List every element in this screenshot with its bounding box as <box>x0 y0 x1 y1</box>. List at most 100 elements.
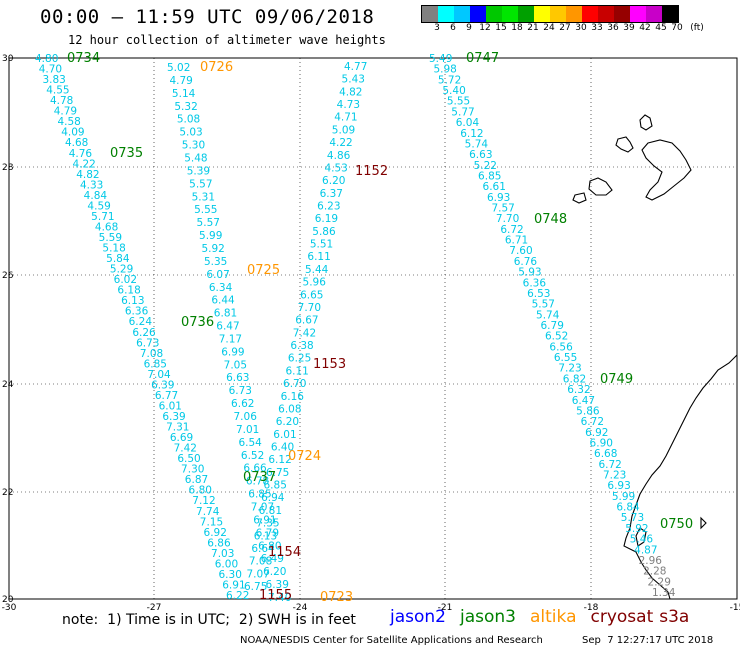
wave-height-value: 6.36 <box>523 277 547 289</box>
legend-label: 70 <box>671 23 683 33</box>
wave-height-value: 4.09 <box>61 127 84 139</box>
wave-height-value: 6.63 <box>226 372 249 384</box>
wave-height-value: 4.70 <box>39 64 62 76</box>
coastline <box>572 114 738 600</box>
wave-height-value: 5.74 <box>536 309 560 321</box>
wave-height-value: 6.24 <box>129 316 153 328</box>
wave-height-value: 4.80 <box>35 53 58 65</box>
wave-height-value: 7.08 <box>249 556 272 568</box>
wave-height-value: 7.74 <box>196 506 220 518</box>
pass-time-label: 0735 <box>110 146 143 161</box>
wave-height-value: 7.23 <box>558 363 581 375</box>
wave-height-value: 6.11 <box>307 251 330 263</box>
wave-height-value: 7.15 <box>200 516 223 528</box>
y-tick-label: 24 <box>2 380 14 390</box>
wave-height-value: 6.79 <box>256 527 279 539</box>
wave-height-value: 6.18 <box>117 285 140 297</box>
wave-height-value: 6.07 <box>206 269 229 281</box>
wave-height-value: 7.07 <box>246 568 269 580</box>
legend-label: 30 <box>575 23 587 33</box>
africa-coast-marker <box>700 516 707 530</box>
wave-height-value: 2.28 <box>643 566 666 578</box>
wave-height-value: 5.59 <box>99 232 122 244</box>
x-tick-label: -24 <box>293 603 308 610</box>
wave-height-value: 6.39 <box>162 411 185 423</box>
island-tenerife <box>588 177 613 196</box>
y-tick-label: 30 <box>2 54 14 64</box>
island-gran-canaria <box>641 139 692 201</box>
wave-height-value: 6.20 <box>276 416 299 428</box>
x-tick-label: -27 <box>147 603 162 610</box>
wave-height-value: 4.59 <box>87 200 110 212</box>
wave-height-value: 6.62 <box>231 398 254 410</box>
wave-height-value: 7.42 <box>174 443 197 455</box>
y-tick-label: 22 <box>2 488 13 498</box>
wave-height-value: 7.35 <box>256 518 279 530</box>
wave-height-value: 6.39 <box>266 579 289 591</box>
wave-height-value: 6.73 <box>136 337 159 349</box>
map-frame <box>8 57 738 600</box>
wave-height-value: 4.76 <box>69 148 93 160</box>
wave-height-value: 6.75 <box>244 581 267 593</box>
pass-time-label: 0749 <box>600 372 633 387</box>
wave-height-value: 5.77 <box>451 106 474 118</box>
wave-height-value: 6.75 <box>266 467 289 479</box>
wave-height-value: 4.79 <box>54 106 77 118</box>
wave-height-value: 6.56 <box>549 341 573 353</box>
wave-height-value: 6.22 <box>226 590 249 602</box>
wave-height-value: 4.68 <box>65 137 88 149</box>
wave-height-value: 6.40 <box>271 441 294 453</box>
wave-height-value: 6.12 <box>460 128 483 140</box>
wave-height-value: 4.58 <box>57 116 80 128</box>
wave-height-value: 6.93 <box>607 480 630 492</box>
wave-height-value: 5.39 <box>187 165 210 177</box>
x-tick-label: -18 <box>584 603 599 610</box>
wave-height-value: 7.70 <box>298 302 321 314</box>
wave-height-value: 6.87 <box>185 474 208 486</box>
wave-height-value: 5.49 <box>429 53 452 65</box>
pass-time-label: 0734 <box>67 51 100 66</box>
legend-swatch <box>422 6 438 22</box>
wave-height-value: 6.00 <box>215 558 238 570</box>
legend-swatch <box>598 6 614 22</box>
wave-height-value: 6.78 <box>246 476 269 488</box>
pass-time-label: 1152 <box>355 164 388 179</box>
wave-height-value: 5.55 <box>194 204 217 216</box>
wave-height-value: 5.18 <box>102 243 125 255</box>
wave-height-value: 5.99 <box>612 491 635 503</box>
satellite-s3a-label: s3a <box>659 607 690 627</box>
wave-height-value: 6.19 <box>315 213 338 225</box>
wave-height-value: 6.32 <box>567 384 590 396</box>
wave-height-value: 6.70 <box>283 378 306 390</box>
wave-height-value: 7.42 <box>293 327 316 339</box>
legend-label: 3 <box>434 23 440 33</box>
coast-inlet <box>635 527 647 547</box>
wave-height-value: 5.99 <box>199 230 222 242</box>
wave-height-value: 6.30 <box>219 569 242 581</box>
legend-label: 27 <box>559 23 571 33</box>
legend-label: 18 <box>511 23 523 33</box>
wave-height-value: 4.33 <box>80 179 103 191</box>
wave-height-value: 7.70 <box>496 213 519 225</box>
wave-height-value: 6.82 <box>563 373 586 385</box>
wave-height-value: 6.81 <box>259 505 282 517</box>
wave-height-value: 5.44 <box>305 264 329 276</box>
pass-time-label: 0723 <box>320 590 353 605</box>
legend-label: 39 <box>623 23 635 33</box>
wave-height-value: 6.92 <box>204 527 227 539</box>
legend-swatch <box>662 6 678 22</box>
wave-height-value: 6.76 <box>514 256 538 268</box>
y-tick-label: 20 <box>2 595 14 605</box>
satellite-legend: jason2 jason3 altika cryosat s3a <box>390 607 703 627</box>
wave-height-value: 7.01 <box>236 424 259 436</box>
wave-height-value: 6.50 <box>177 453 200 465</box>
wave-height-value: 2.29 <box>648 576 671 588</box>
wave-height-value: 6.80 <box>258 540 281 552</box>
wave-height-value: 6.66 <box>243 463 267 475</box>
wave-height-value: 6.71 <box>505 235 528 247</box>
wave-height-value: 7.40 <box>268 592 291 604</box>
wave-height-value: 6.65 <box>300 289 323 301</box>
wave-height-value: 4.82 <box>339 86 362 98</box>
legend-swatch <box>566 6 582 22</box>
grid-lines <box>9 58 737 599</box>
